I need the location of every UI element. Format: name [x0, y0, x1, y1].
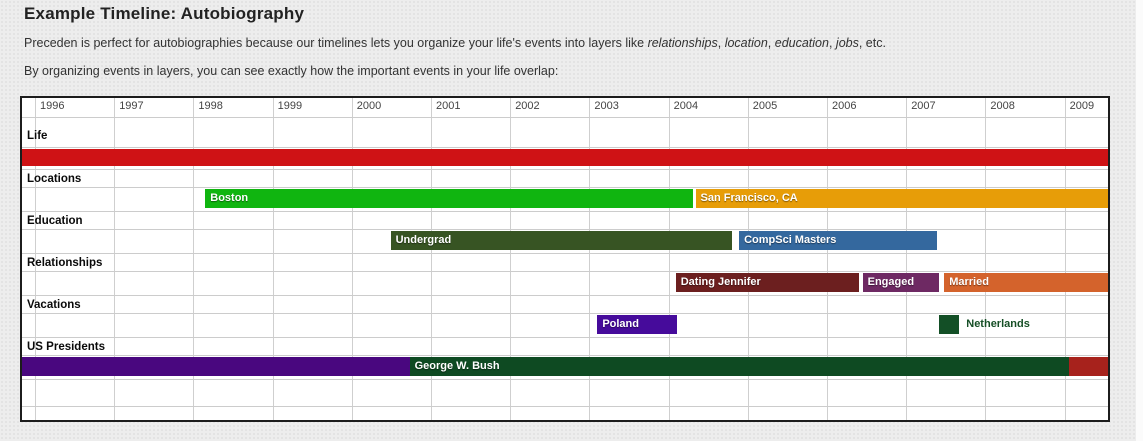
- event-bar-compsci-masters[interactable]: CompSci Masters: [739, 231, 938, 250]
- year-gridline: [1064, 98, 1066, 420]
- year-axis-row: 1996 1997 1998 1999 2000 2001 2002 2003 2004 2005…: [22, 98, 1108, 118]
- intro-text-segment: , etc.: [858, 36, 886, 50]
- year-gridline: [114, 98, 116, 420]
- event-label: CompSci Masters: [744, 234, 837, 246]
- intro-italic-word: jobs: [835, 36, 859, 50]
- event-bar-married[interactable]: Married: [944, 273, 1108, 292]
- year-label: 1999: [277, 100, 303, 112]
- layer-label-row: US Presidents: [22, 338, 1108, 356]
- event-bar-dating-jennifer[interactable]: Dating Jennifer: [675, 273, 859, 292]
- event-bar-unlabeled[interactable]: [22, 357, 410, 376]
- year-label: 2005: [752, 100, 778, 112]
- event-outside-label-netherlands: Netherlands: [966, 318, 1030, 330]
- empty-grid-row: [22, 407, 1108, 420]
- year-label: 1997: [119, 100, 144, 112]
- intro-text-segment: ,: [767, 36, 775, 50]
- layer-bar-row: Poland Netherlands: [22, 314, 1108, 338]
- year-gridline: [985, 98, 987, 420]
- layer-name-locations: Locations: [27, 173, 82, 185]
- intro-italic-word: location: [724, 36, 768, 50]
- year-gridline: [668, 98, 670, 420]
- layer-name-life: Life: [27, 130, 48, 142]
- layer-bar-row: [22, 148, 1108, 170]
- year-label: 2003: [594, 100, 619, 112]
- event-bar-undergrad[interactable]: Undergrad: [390, 231, 732, 250]
- layer-label-row: Relationships: [22, 254, 1108, 272]
- year-label: 2000: [356, 100, 382, 112]
- year-gridline: [747, 98, 749, 420]
- event-bar-engaged[interactable]: Engaged: [862, 273, 940, 292]
- intro-text-segment: Preceden is perfect for autobiographies …: [24, 36, 648, 50]
- year-gridline: [35, 98, 36, 420]
- year-gridline: [510, 98, 512, 420]
- intro-italic-word: education: [774, 36, 829, 50]
- year-label: 1998: [198, 100, 223, 112]
- intro-italic-word: relationships: [647, 36, 718, 50]
- event-bar-netherlands[interactable]: [939, 315, 960, 334]
- year-gridline: [351, 98, 353, 420]
- event-bar-unlabeled[interactable]: [1069, 357, 1108, 376]
- year-label: 2006: [832, 100, 857, 112]
- year-gridline: [906, 98, 908, 420]
- layer-bar-row: Dating Jennifer Engaged Married: [22, 272, 1108, 296]
- intro-paragraph: Preceden is perfect for autobiographies …: [24, 36, 886, 50]
- layer-name-us-presidents: US Presidents: [27, 341, 105, 353]
- event-bar-boston[interactable]: Boston: [205, 189, 694, 208]
- event-label: George W. Bush: [414, 360, 500, 372]
- layer-bar-row: Boston San Francisco, CA: [22, 188, 1108, 212]
- year-label: 2001: [436, 100, 461, 112]
- event-bar-george-w-bush[interactable]: George W. Bush: [409, 357, 1070, 376]
- event-label: Dating Jennifer: [680, 276, 761, 288]
- event-bar-unlabeled[interactable]: [22, 149, 1108, 166]
- layer-label-row: Life: [22, 118, 1108, 148]
- year-label: 2009: [1069, 100, 1095, 112]
- year-gridline: [589, 98, 591, 420]
- event-label: Boston: [210, 192, 249, 204]
- layer-bar-row: George W. Bush: [22, 356, 1108, 380]
- event-label: Undergrad: [395, 234, 452, 246]
- layer-label-row: Education: [22, 212, 1108, 230]
- page-title: Example Timeline: Autobiography: [24, 4, 305, 23]
- year-gridline: [827, 98, 828, 420]
- layer-name-relationships: Relationships: [27, 257, 103, 269]
- event-bar-san-francisco-ca[interactable]: San Francisco, CA: [695, 189, 1108, 208]
- page-edge-strip: [1136, 0, 1143, 441]
- intro-text-segment: ,: [717, 36, 725, 50]
- year-label: 2002: [515, 100, 540, 112]
- event-label: Married: [949, 276, 989, 288]
- event-bar-poland[interactable]: Poland: [597, 315, 677, 334]
- year-label: 1996: [40, 100, 65, 112]
- layer-label-row: Locations: [22, 170, 1108, 188]
- layer-name-education: Education: [27, 215, 83, 227]
- overlap-paragraph: By organizing events in layers, you can …: [24, 64, 559, 78]
- event-label: San Francisco, CA: [700, 192, 798, 204]
- year-gridline: [193, 98, 195, 420]
- layer-label-row: Vacations: [22, 296, 1108, 314]
- event-label: Poland: [602, 318, 639, 330]
- layer-name-vacations: Vacations: [27, 299, 81, 311]
- intro-text-segment: ,: [828, 36, 836, 50]
- year-gridline: [431, 98, 432, 420]
- year-label: 2008: [990, 100, 1015, 112]
- year-label: 2004: [673, 100, 699, 112]
- layer-bar-row: Undergrad CompSci Masters: [22, 230, 1108, 254]
- year-label: 2007: [911, 100, 936, 112]
- year-gridline: [272, 98, 274, 420]
- empty-grid-row: [22, 380, 1108, 407]
- event-label: Engaged: [867, 276, 915, 288]
- timeline-chart: 1996 1997 1998 1999 2000 2001 2002 2003 2004 2005…: [20, 96, 1110, 422]
